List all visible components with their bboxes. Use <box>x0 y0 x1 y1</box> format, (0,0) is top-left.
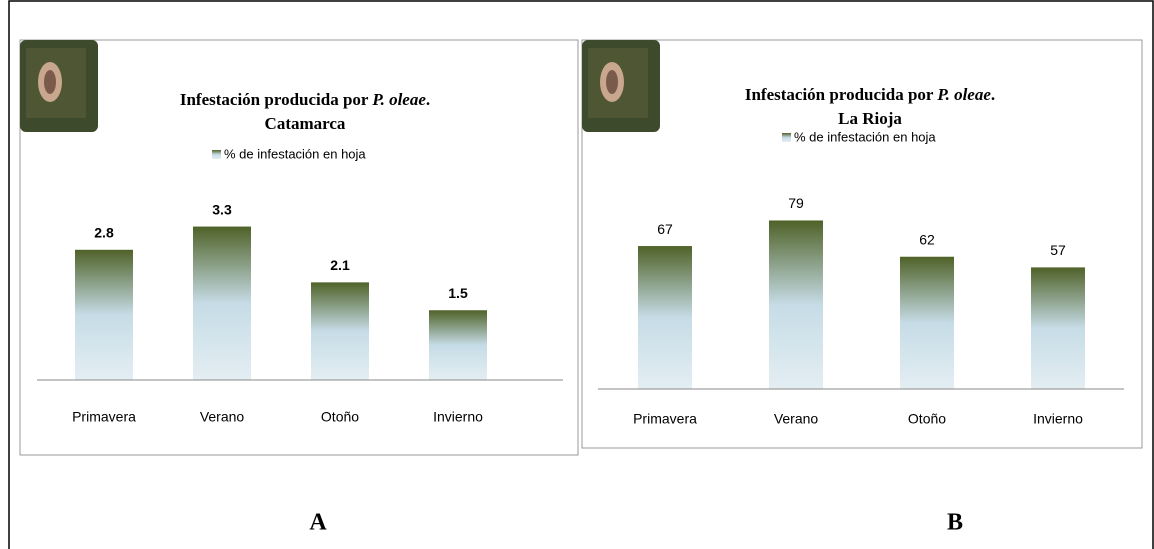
x-tick-label: Invierno <box>433 409 483 425</box>
frame <box>8 0 1154 549</box>
bar <box>75 249 133 380</box>
title-run: P. oleae <box>936 85 991 104</box>
title-run: P. oleae <box>371 90 426 109</box>
panel-label: A <box>309 510 327 536</box>
chart-title: Infestación producida por P. oleae. <box>180 90 430 109</box>
icon-leaf-inner <box>606 70 618 94</box>
legend-label: % de infestación en hoja <box>224 146 366 161</box>
x-tick-label: Otoño <box>908 411 946 427</box>
legend-swatch <box>782 133 791 142</box>
bar <box>1031 267 1085 389</box>
legend-label: % de infestación en hoja <box>794 129 936 144</box>
x-tick-label: Primavera <box>633 411 697 427</box>
x-tick-label: Invierno <box>1033 411 1083 427</box>
chart-subtitle: La Rioja <box>838 109 902 128</box>
bar <box>900 256 954 389</box>
title-run: Infestación producida por <box>745 85 938 104</box>
bar <box>638 246 692 389</box>
title-run: . <box>426 90 430 109</box>
chart-border <box>581 39 1143 449</box>
value-label: 62 <box>919 231 935 247</box>
x-tick-label: Otoño <box>321 409 359 425</box>
value-label: 3.3 <box>212 201 232 217</box>
bar <box>769 220 823 389</box>
value-label: 2.1 <box>330 257 350 273</box>
x-tick-label: Verano <box>200 409 245 425</box>
bar <box>311 282 369 380</box>
title-run: . <box>991 85 995 104</box>
panel-label: B <box>947 510 963 536</box>
value-label: 67 <box>657 221 673 237</box>
value-label: 57 <box>1050 242 1066 258</box>
icon-leaf-inner <box>44 70 56 94</box>
x-tick-label: Primavera <box>72 409 136 425</box>
bar <box>193 226 251 380</box>
chart-border <box>19 39 579 456</box>
value-label: 1.5 <box>448 285 468 301</box>
title-run: Infestación producida por <box>180 90 373 109</box>
legend-swatch <box>212 150 221 159</box>
x-tick-label: Verano <box>774 411 819 427</box>
chart-subtitle: Catamarca <box>265 114 346 133</box>
value-label: 2.8 <box>94 225 114 241</box>
chart-title: Infestación producida por P. oleae. <box>745 85 995 104</box>
bar <box>429 310 487 380</box>
value-label: 79 <box>788 195 804 211</box>
